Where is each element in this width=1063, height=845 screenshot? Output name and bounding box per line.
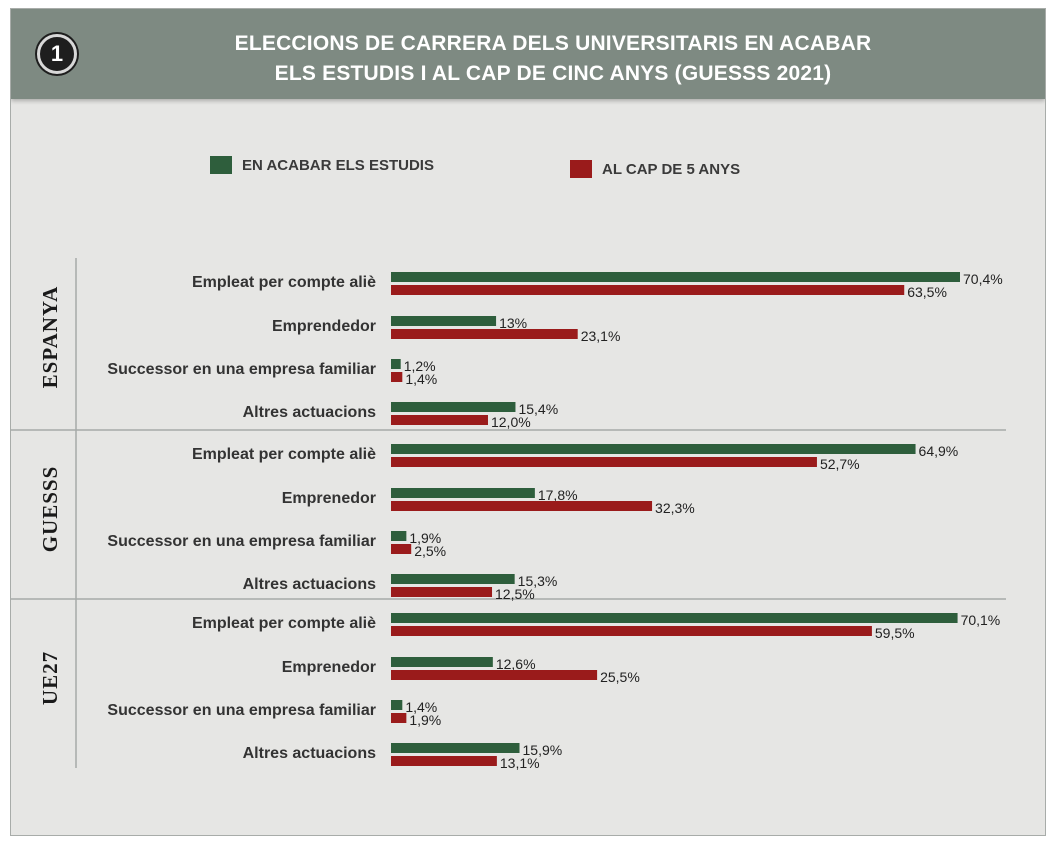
chart-title-line-1: ELECCIONS DE CARRERA DELS UNIVERSITARIS …	[234, 32, 872, 55]
category-label: Emprendedor	[272, 318, 376, 335]
bar-en-acabar	[391, 700, 403, 710]
figure-number-badge: 1	[37, 34, 77, 74]
bar-en-acabar	[391, 574, 515, 584]
value-label: 23,1%	[581, 328, 621, 344]
bar-en-acabar	[391, 272, 960, 282]
value-label: 13,1%	[500, 755, 540, 771]
category-label: Altres actuacions	[243, 404, 376, 421]
value-label: 12,5%	[495, 586, 535, 602]
value-label: 15,4%	[518, 401, 558, 417]
bar-al-cap-de-5-anys	[391, 670, 598, 680]
chart-header: 1 ELECCIONS DE CARRERA DELS UNIVERSITARI…	[11, 9, 1045, 99]
category-label: Successor en una empresa familiar	[107, 361, 376, 378]
bar-en-acabar	[391, 316, 497, 326]
value-label: 64,9%	[919, 443, 959, 459]
value-label: 2,5%	[414, 543, 446, 559]
bar-al-cap-de-5-anys	[391, 756, 497, 766]
bar-al-cap-de-5-anys	[391, 285, 905, 295]
group-label: GUESSS	[38, 466, 62, 553]
bar-al-cap-de-5-anys	[391, 415, 488, 425]
bar-en-acabar	[391, 488, 535, 498]
bar-al-cap-de-5-anys	[391, 587, 493, 597]
bar-en-acabar	[391, 444, 916, 454]
bar-en-acabar	[391, 531, 407, 541]
value-label: 12,6%	[496, 656, 536, 672]
legend-item-series-1: EN ACABAR ELS ESTUDIS	[210, 156, 434, 174]
value-label: 15,3%	[518, 573, 558, 589]
bar-en-acabar	[391, 359, 401, 369]
value-label: 1,4%	[405, 371, 437, 387]
chart-title: ELECCIONS DE CARRERA DELS UNIVERSITARIS …	[101, 29, 1005, 89]
value-label: 59,5%	[875, 625, 915, 641]
bar-al-cap-de-5-anys	[391, 457, 817, 467]
value-label: 13%	[499, 315, 527, 331]
bar-en-acabar	[391, 402, 516, 412]
legend-swatch-series-2	[570, 160, 592, 178]
category-label: Successor en una empresa familiar	[107, 533, 376, 550]
bar-al-cap-de-5-anys	[391, 372, 403, 382]
value-label: 1,9%	[409, 530, 441, 546]
bar-al-cap-de-5-anys	[391, 501, 653, 511]
bar-al-cap-de-5-anys	[391, 329, 578, 339]
bar-al-cap-de-5-anys	[391, 713, 407, 723]
value-label: 1,9%	[409, 712, 441, 728]
value-label: 63,5%	[907, 284, 947, 300]
value-label: 25,5%	[600, 669, 640, 685]
chart-title-line-2: ELS ESTUDIS I AL CAP DE CINC ANYS (GUESS…	[274, 62, 832, 85]
group-label: ESPANYA	[38, 286, 62, 389]
category-label: Successor en una empresa familiar	[107, 702, 376, 719]
bar-en-acabar	[391, 613, 958, 623]
category-label: Empleat per compte aliè	[192, 446, 376, 463]
value-label: 1,2%	[404, 358, 436, 374]
legend-item-series-2: AL CAP DE 5 ANYS	[570, 160, 740, 178]
category-label: Empleat per compte aliè	[192, 274, 376, 291]
legend-label-series-2: AL CAP DE 5 ANYS	[602, 160, 741, 178]
group-label: UE27	[38, 651, 62, 705]
category-label: Emprenedor	[282, 490, 376, 507]
bar-en-acabar	[391, 657, 493, 667]
legend-label-series-1: EN ACABAR ELS ESTUDIS	[242, 156, 434, 174]
value-label: 15,9%	[523, 742, 563, 758]
bar-en-acabar	[391, 743, 520, 753]
category-label: Emprenedor	[282, 659, 376, 676]
value-label: 70,1%	[961, 612, 1001, 628]
value-label: 52,7%	[820, 456, 860, 472]
value-label: 12,0%	[491, 414, 531, 430]
value-label: 70,4%	[963, 271, 1003, 287]
bar-al-cap-de-5-anys	[391, 626, 872, 636]
chart-frame: 1 ELECCIONS DE CARRERA DELS UNIVERSITARI…	[10, 8, 1046, 836]
category-label: Altres actuacions	[243, 745, 376, 762]
category-label: Altres actuacions	[243, 576, 376, 593]
value-label: 17,8%	[538, 487, 578, 503]
legend-swatch-series-1	[210, 156, 232, 174]
value-label: 32,3%	[655, 500, 695, 516]
bar-al-cap-de-5-anys	[391, 544, 412, 554]
value-label: 1,4%	[405, 699, 437, 715]
category-label: Empleat per compte aliè	[192, 615, 376, 632]
